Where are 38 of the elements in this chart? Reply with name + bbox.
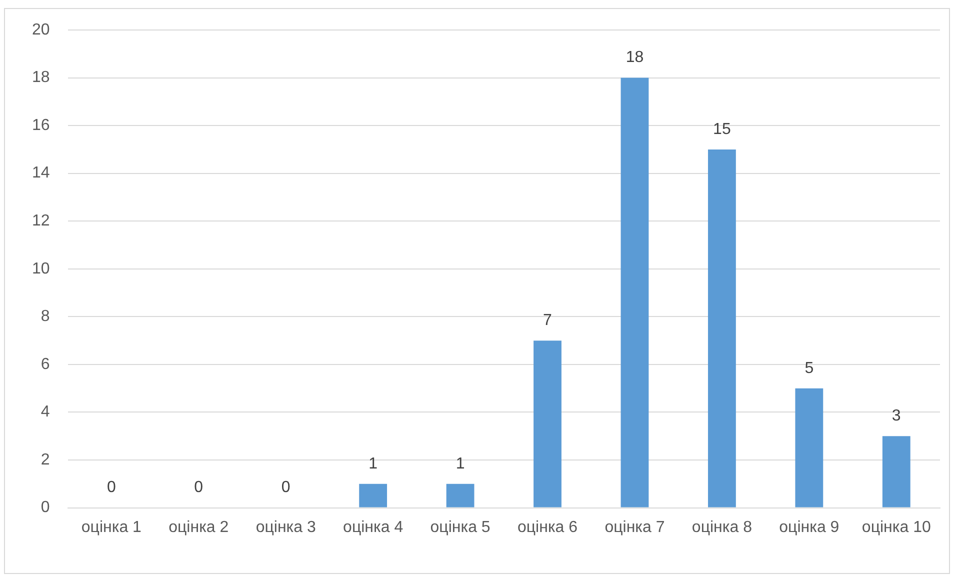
bar: [620, 78, 649, 508]
data-label: 0: [281, 479, 290, 496]
y-tick-label: 12: [32, 212, 50, 230]
data-label: 18: [626, 49, 644, 66]
data-label: 1: [456, 455, 465, 472]
x-tick-label: оцінка 4: [343, 518, 404, 536]
x-tick-label: оцінка 1: [81, 518, 142, 536]
x-tick-label: оцінка 8: [692, 518, 752, 536]
data-label: 1: [368, 455, 378, 472]
y-tick-label: 20: [32, 21, 50, 38]
data-label: 15: [713, 120, 731, 138]
x-tick-label: оцінка 3: [256, 518, 316, 536]
y-tick-label: 2: [40, 451, 50, 468]
x-tick-label: оцінка 10: [862, 518, 931, 536]
bar: [534, 340, 562, 508]
data-label: 0: [106, 479, 116, 496]
y-tick-label: 18: [32, 69, 50, 86]
y-tick-label: 0: [40, 499, 50, 516]
y-tick-label: 6: [40, 356, 50, 373]
bar: [446, 484, 474, 508]
x-tick-label: оцінка 5: [430, 518, 490, 536]
bar: [882, 436, 910, 508]
x-tick-label: оцінка 2: [168, 518, 229, 536]
y-tick-label: 10: [32, 260, 50, 278]
y-tick-label: 4: [40, 404, 50, 421]
data-label: 5: [804, 360, 814, 377]
y-tick-label: 14: [32, 164, 50, 182]
x-tick-label: оцінка 7: [604, 518, 665, 536]
y-tick-label: 8: [40, 308, 50, 326]
x-tick-label: оцінка 6: [517, 518, 578, 536]
y-tick-label: 16: [32, 116, 50, 134]
data-label: 7: [543, 312, 552, 329]
data-label: 3: [892, 408, 901, 425]
bar: [359, 484, 388, 508]
bar: [795, 388, 824, 508]
x-tick-label: оцінка 9: [779, 518, 840, 536]
data-label: 0: [194, 479, 204, 496]
bar: [708, 149, 736, 508]
